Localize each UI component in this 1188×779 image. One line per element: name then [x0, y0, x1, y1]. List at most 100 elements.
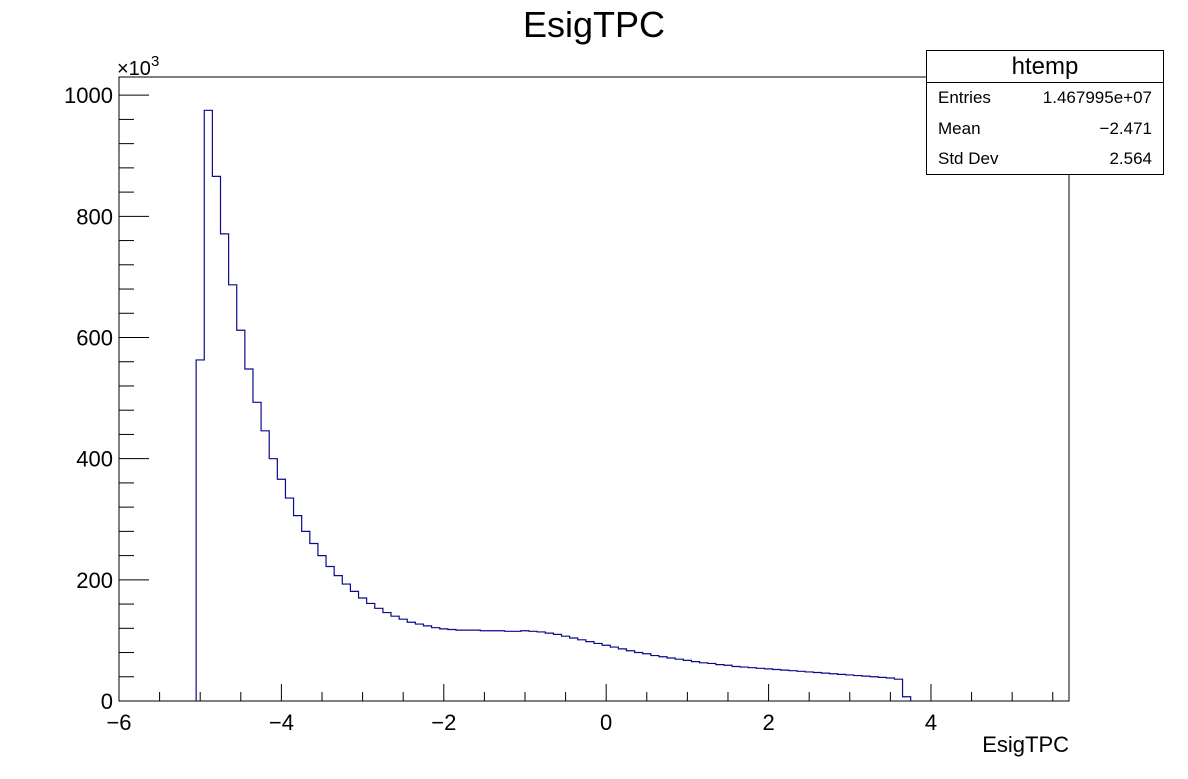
histogram-bin — [586, 642, 594, 701]
stats-label: Mean — [938, 118, 981, 138]
histogram-bin — [635, 653, 643, 701]
histogram-bin — [862, 676, 870, 701]
histogram-bin — [618, 649, 626, 701]
histogram-bin — [740, 667, 748, 701]
histogram-bin — [480, 631, 488, 701]
histogram-bin — [456, 630, 464, 701]
histogram-bin — [204, 110, 212, 701]
histogram-bin — [488, 631, 496, 701]
x-tick-label: 4 — [925, 710, 937, 735]
histogram-bin — [448, 630, 456, 701]
histogram-bin — [829, 674, 837, 701]
histogram-layer — [195, 109, 912, 701]
histogram-bin — [399, 619, 407, 701]
histogram-bin — [342, 584, 350, 701]
y-tick-label: 800 — [76, 204, 113, 229]
stats-value: −2.471 — [1099, 118, 1152, 138]
histogram-bin — [310, 543, 318, 701]
histogram-bin — [472, 630, 480, 701]
histogram-bin — [261, 431, 269, 701]
histogram-bin — [334, 576, 342, 701]
x-tick-label: −2 — [431, 710, 456, 735]
histogram-bin — [553, 634, 561, 701]
histogram-bin — [407, 622, 415, 701]
histogram-bin — [773, 669, 781, 701]
histogram-bin — [821, 673, 829, 701]
histogram-bin — [813, 673, 821, 701]
histogram-bin — [237, 330, 245, 701]
histogram-bin — [838, 674, 846, 701]
histogram-bin — [497, 631, 505, 701]
histogram-bin — [350, 591, 358, 701]
histogram-bin — [220, 234, 228, 701]
histogram-bin — [781, 670, 789, 701]
histogram-bin — [302, 531, 310, 701]
stats-box: htemp Entries 1.467995e+07 Mean −2.471 S… — [926, 50, 1164, 175]
stats-row-std-dev: Std Dev 2.564 — [927, 144, 1163, 175]
histogram-bin — [691, 662, 699, 701]
histogram-bin — [700, 663, 708, 701]
histogram-bin — [878, 677, 886, 701]
histogram-bin — [229, 285, 237, 701]
chart-title: EsigTPC — [522, 4, 666, 45]
histogram-bin — [594, 643, 602, 701]
histogram-bin — [326, 567, 334, 701]
histogram-bin — [626, 651, 634, 701]
histogram-bin — [797, 671, 805, 701]
histogram-bin — [610, 647, 618, 701]
histogram-bin — [359, 598, 367, 701]
histogram-bin — [894, 679, 902, 701]
histogram-outline — [195, 109, 912, 701]
x-tick-label: 2 — [762, 710, 774, 735]
histogram-bin — [521, 631, 529, 701]
y-tick-label: 600 — [76, 326, 113, 351]
histogram-bin — [537, 632, 545, 701]
histogram-bin — [903, 697, 911, 701]
histogram-bin — [513, 631, 521, 701]
histogram-bin — [383, 613, 391, 701]
x-tick-label: 0 — [600, 710, 612, 735]
y-tick-label: 0 — [101, 689, 113, 714]
histogram-bin — [667, 658, 675, 701]
histogram-bin — [545, 633, 553, 701]
histogram-bin — [562, 636, 570, 701]
histogram-bin — [277, 479, 285, 701]
x-axis-label: EsigTPC — [982, 732, 1069, 757]
histogram-bin — [391, 616, 399, 701]
x-tick-label: −6 — [106, 710, 131, 735]
histogram-bin — [756, 668, 764, 701]
histogram-bin — [570, 638, 578, 701]
histogram-bin — [367, 603, 375, 701]
y-tick-label: 1000 — [64, 83, 113, 108]
histogram-bin — [318, 556, 326, 701]
stats-label: Std Dev — [938, 149, 999, 168]
stats-value: 2.564 — [1109, 149, 1152, 168]
histogram-bin — [659, 657, 667, 701]
histogram-bin — [294, 516, 302, 701]
histogram-bin — [651, 656, 659, 701]
histogram-bin — [870, 677, 878, 701]
histogram-bin — [464, 630, 472, 701]
histogram-bin — [196, 360, 204, 701]
stats-box-title: htemp — [927, 51, 1163, 83]
axis-layer: −6 −4 −2 0 2 4 0 200 400 600 800 1000×103 EsigTPC — [64, 53, 1069, 757]
histogram-bin — [708, 663, 716, 701]
stats-row-mean: Mean −2.471 — [927, 114, 1163, 145]
histogram-bin — [375, 608, 383, 701]
histogram-bin — [732, 666, 740, 701]
stats-row-entries: Entries 1.467995e+07 — [927, 83, 1163, 114]
y-axis-multiplier: ×103 — [117, 53, 159, 80]
histogram-bin — [578, 640, 586, 701]
stats-value: 1.467995e+07 — [1042, 88, 1152, 107]
histogram-bin — [716, 665, 724, 701]
histogram-bin — [854, 676, 862, 701]
histogram-bin — [675, 659, 683, 701]
histogram-bin — [212, 176, 220, 701]
histogram-bin — [432, 628, 440, 701]
y-tick-label: 200 — [76, 568, 113, 593]
histogram-bin — [285, 498, 293, 701]
histogram-bin — [245, 369, 253, 701]
histogram-bin — [789, 671, 797, 701]
histogram-bin — [505, 631, 513, 701]
